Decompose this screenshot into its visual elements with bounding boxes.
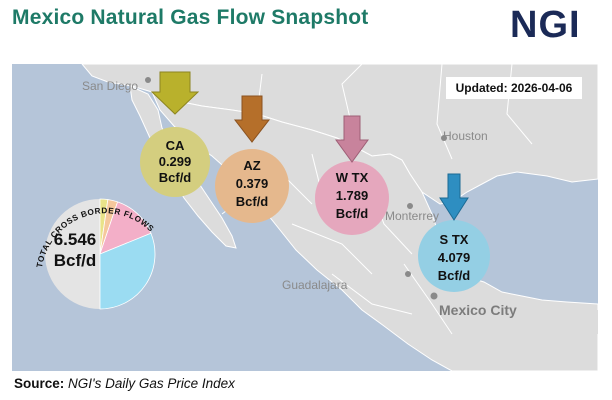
bubble-stx: S TX 4.079 Bcf/d — [418, 173, 490, 292]
bubble-az: AZ 0.379 Bcf/d — [215, 95, 289, 223]
houston-dot — [441, 135, 447, 141]
arrow-ca-icon — [150, 71, 200, 115]
bubble-ca-unit: Bcf/d — [159, 170, 192, 185]
ngi-logo: NGI — [510, 4, 581, 46]
bubble-ca-name: CA — [166, 138, 185, 153]
pie-slice-s-tx — [99, 232, 156, 310]
label-mexico-city: Mexico City — [439, 302, 517, 318]
source-value: NGI's Daily Gas Price Index — [68, 376, 235, 391]
bubble-wtx-unit: Bcf/d — [336, 206, 369, 221]
source-line: Source: NGI's Daily Gas Price Index — [14, 376, 235, 391]
page-title: Mexico Natural Gas Flow Snapshot — [12, 6, 369, 29]
bubble-wtx-shade — [315, 161, 389, 235]
guadalajara-dot — [405, 271, 411, 277]
bubble-wtx-name: W TX — [336, 170, 369, 185]
total-flows: TOTAL CROSS BORDER FLOWS 6.546 Bcf/d — [35, 198, 156, 310]
bubble-az-value: 0.379 — [236, 176, 269, 191]
total-unit: Bcf/d — [54, 251, 97, 270]
san-diego-dot — [145, 77, 151, 83]
bubble-az-shade — [215, 149, 289, 223]
bubble-stx-name: S TX — [440, 232, 469, 247]
bubble-az-unit: Bcf/d — [236, 194, 269, 209]
updated-badge: Updated: 2026-04-06 — [446, 77, 582, 99]
map-svg: San Diego Houston Monterrey Guadalajara … — [12, 64, 598, 371]
bubble-stx-value: 4.079 — [438, 250, 471, 265]
label-guadalajara: Guadalajara — [282, 278, 348, 292]
yucatan-land — [552, 310, 598, 334]
label-houston: Houston — [443, 129, 488, 143]
total-value: 6.546 — [54, 230, 97, 249]
label-san-diego: San Diego — [82, 79, 138, 93]
monterrey-dot — [407, 203, 413, 209]
bubble-ca: CA 0.299 Bcf/d — [140, 71, 210, 197]
arrow-wtx-icon — [335, 115, 369, 163]
bubble-wtx: W TX 1.789 Bcf/d — [315, 115, 389, 235]
arrow-stx-icon — [439, 173, 469, 221]
source-label: Source: — [14, 376, 65, 391]
bubble-az-name: AZ — [243, 158, 260, 173]
total-pie — [45, 198, 156, 310]
bubble-stx-unit: Bcf/d — [438, 268, 471, 283]
mexico-city-dot — [430, 292, 438, 300]
label-monterrey: Monterrey — [385, 209, 439, 223]
bubble-az-fill — [215, 149, 289, 223]
bubble-wtx-fill — [315, 161, 389, 235]
bubble-ca-fill — [140, 127, 210, 197]
map: San Diego Houston Monterrey Guadalajara … — [12, 64, 598, 371]
bubble-stx-fill — [418, 220, 490, 292]
bubble-wtx-value: 1.789 — [336, 188, 369, 203]
bubble-stx-shade — [418, 220, 490, 292]
bubble-ca-value: 0.299 — [159, 154, 192, 169]
arrow-az-icon — [233, 95, 271, 143]
bubble-ca-shade — [140, 127, 210, 197]
